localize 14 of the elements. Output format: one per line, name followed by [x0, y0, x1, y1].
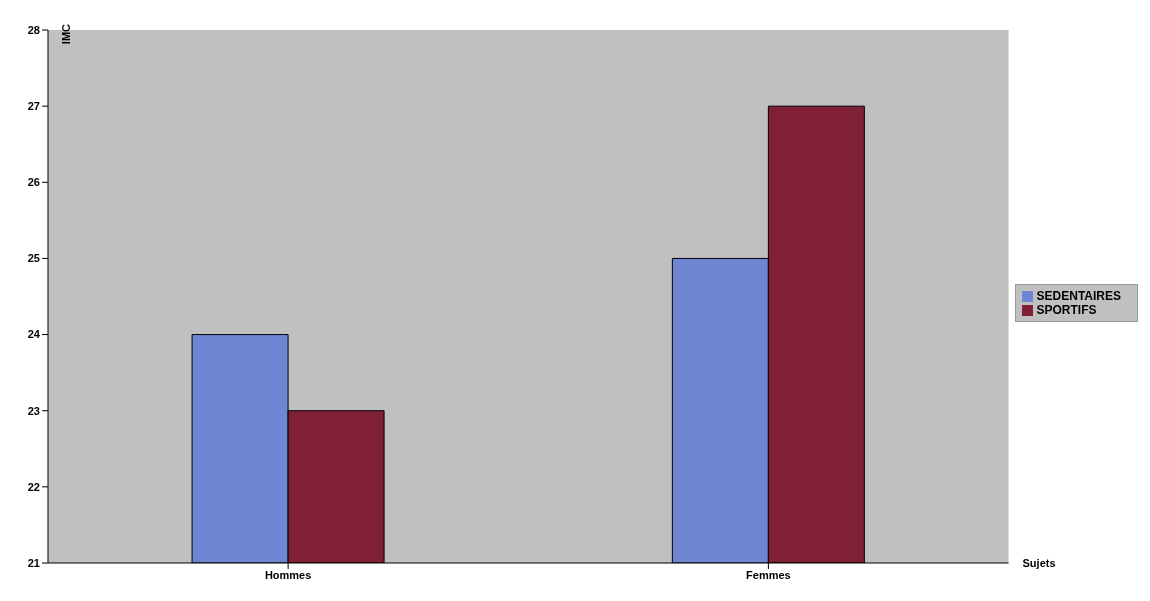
legend-label: SPORTIFS: [1036, 303, 1097, 317]
y-tick-label: 27: [27, 100, 40, 113]
y-tick-label: 21: [27, 556, 40, 569]
y-tick-label: 24: [27, 328, 41, 341]
y-tick-label: 28: [27, 23, 40, 36]
y-tick-label: 22: [27, 480, 40, 493]
y-tick-label: 26: [27, 176, 40, 189]
x-tick-label: Femmes: [746, 568, 791, 581]
y-tick-label: 25: [27, 252, 40, 265]
x-axis-title: Sujets: [1022, 557, 1056, 570]
y-tick-label: 23: [27, 404, 40, 417]
legend-label: SEDENTAIRES: [1036, 289, 1121, 303]
x-tick-label: Hommes: [264, 568, 312, 581]
y-axis-title: IMC: [59, 23, 72, 45]
